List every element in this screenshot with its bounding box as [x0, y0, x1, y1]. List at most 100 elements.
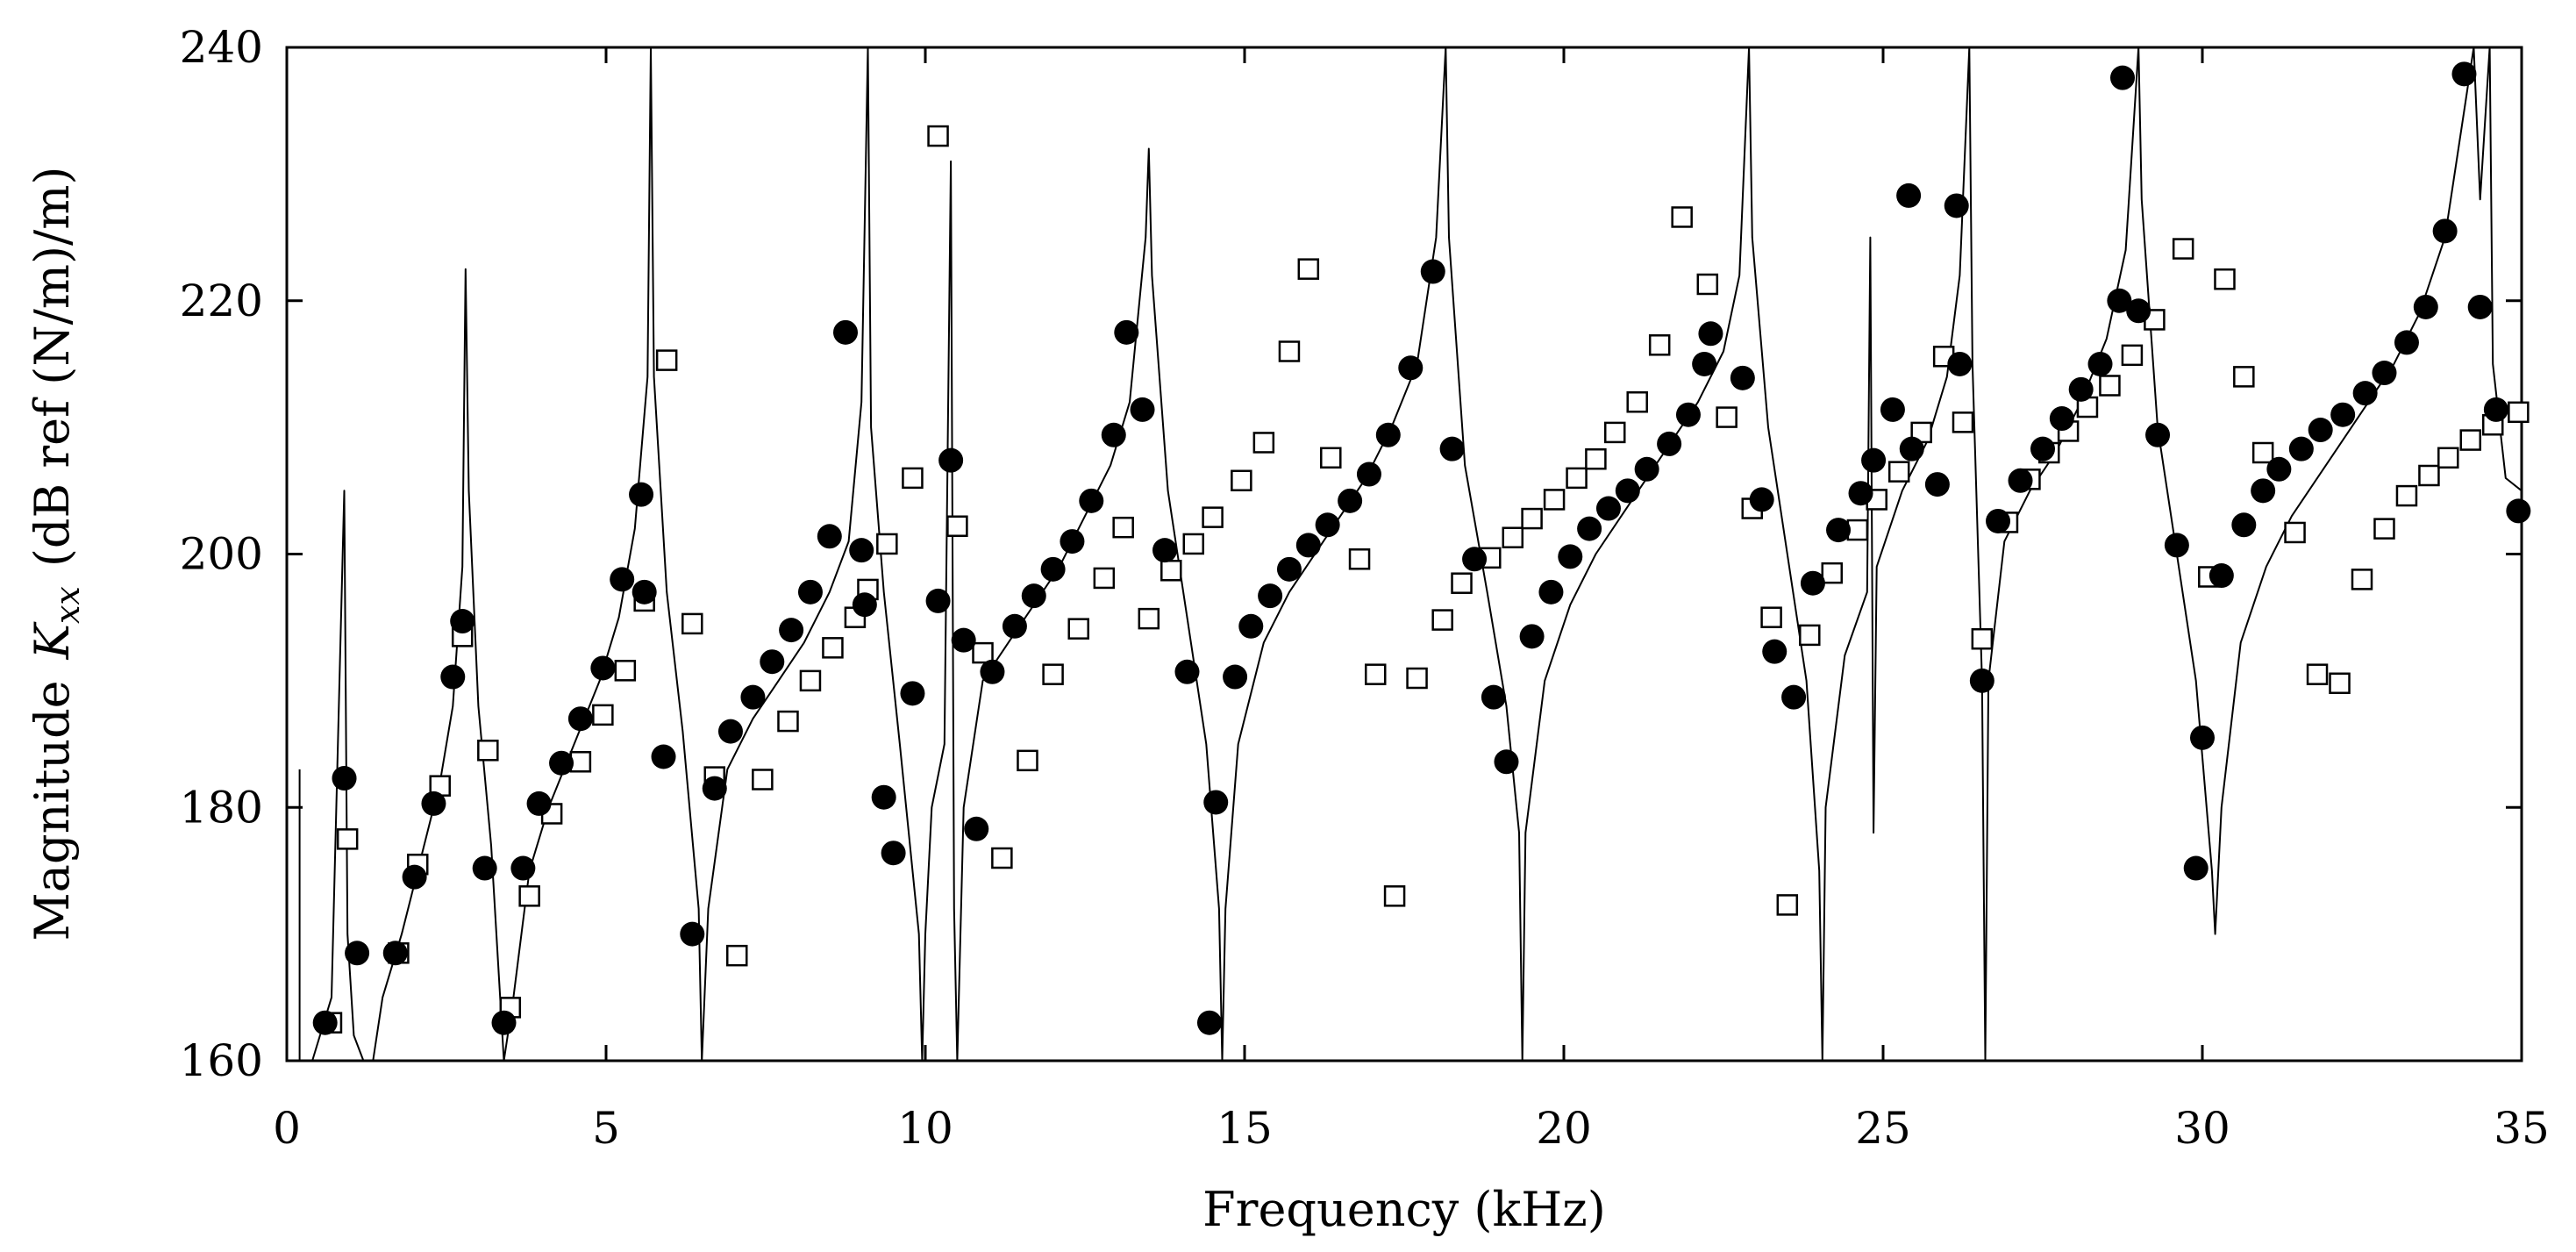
circle-point: [797, 579, 823, 605]
y-tick-label: 160: [180, 1035, 263, 1086]
y-tick-label: 220: [180, 275, 263, 326]
square-point: [2284, 521, 2306, 544]
square-point: [681, 612, 703, 635]
circle-point: [450, 609, 475, 634]
circle-point: [980, 659, 1005, 684]
circle-point: [2308, 418, 2333, 443]
circle-point: [1152, 538, 1177, 563]
y-axis-title-suffix: (dB ref (N/m)/m): [25, 167, 80, 568]
circle-point: [1924, 472, 1950, 497]
square-point: [1502, 526, 1524, 548]
square-point: [1202, 506, 1224, 528]
square-point: [2329, 672, 2351, 695]
square-point: [1252, 432, 1275, 454]
square-point: [991, 847, 1013, 869]
circle-point: [312, 1010, 338, 1035]
circle-point: [1558, 544, 1583, 569]
circle-point: [1538, 579, 1564, 605]
circle-point: [332, 766, 357, 791]
square-point: [1093, 567, 1116, 590]
circle-point: [1258, 583, 1283, 609]
circle-point: [964, 816, 989, 841]
square-point: [799, 669, 822, 692]
circle-point: [1800, 570, 1825, 596]
plot-area: [285, 46, 2531, 1062]
circle-point: [1462, 547, 1488, 572]
circle-point: [1130, 397, 1155, 422]
square-point: [927, 125, 949, 147]
circle-point: [1021, 583, 1046, 609]
circle-point: [2087, 351, 2113, 376]
circle-point: [2190, 725, 2215, 750]
circle-point: [1295, 533, 1321, 558]
circle-point: [1196, 1010, 1222, 1035]
circle-point: [1481, 684, 1506, 710]
square-point: [2351, 569, 2373, 590]
circle-point: [1223, 664, 1248, 690]
square-point: [2251, 441, 2274, 464]
y-axis-title: Magnitude Kxx (dB ref (N/m)/m): [25, 167, 87, 941]
circle-point: [2145, 422, 2171, 447]
circle-point: [2107, 288, 2132, 313]
circle-point: [1762, 639, 1788, 664]
square-point: [1112, 516, 1134, 539]
circle-point: [1826, 518, 1852, 543]
circle-point: [590, 655, 616, 681]
circle-point: [680, 921, 705, 947]
square-point: [1160, 560, 1182, 582]
square-point: [1716, 406, 1738, 428]
x-tick-label: 15: [1217, 1103, 1273, 1154]
x-tick-label: 35: [2494, 1103, 2550, 1154]
square-point: [1406, 667, 1428, 690]
square-point: [946, 515, 968, 537]
y-axis-title-prefix: Magnitude: [25, 680, 80, 941]
circle-point: [1114, 319, 1139, 345]
x-tick-label: 30: [2174, 1103, 2230, 1154]
square-point: [655, 349, 678, 371]
circle-point: [1079, 488, 1104, 513]
square-point: [2214, 268, 2236, 290]
circle-point: [702, 776, 727, 801]
circle-point: [1986, 508, 2011, 533]
square-point: [1431, 609, 1453, 631]
circle-point: [2231, 512, 2257, 538]
circle-point: [881, 841, 906, 866]
circle-series: [312, 61, 2531, 1035]
square-point: [1182, 533, 1205, 555]
square-point: [777, 710, 799, 733]
circle-point: [1861, 447, 1887, 473]
square-point: [1626, 391, 1648, 413]
circle-point: [382, 941, 408, 966]
y-tick-label: 180: [180, 782, 263, 833]
circle-point: [1692, 351, 1717, 376]
square-point: [1278, 340, 1301, 362]
circle-point: [817, 524, 842, 549]
square-point: [2437, 447, 2459, 469]
square-point: [1017, 749, 1038, 772]
square-point: [2172, 238, 2194, 260]
square-point: [1320, 447, 1342, 469]
square-point: [2121, 344, 2144, 367]
circle-point: [1969, 668, 1994, 693]
model-curve-line: [298, 47, 2522, 1062]
circle-point: [345, 941, 370, 966]
square-point: [725, 944, 748, 967]
circle-point: [2110, 65, 2135, 90]
square-point: [1297, 258, 1320, 280]
circle-point: [651, 744, 676, 769]
square-point: [1543, 489, 1566, 511]
square-point: [2395, 484, 2418, 507]
circle-point: [1577, 516, 1602, 541]
square-point: [1648, 334, 1671, 356]
circle-point: [852, 592, 877, 618]
square-point: [2459, 429, 2482, 451]
circle-point: [1634, 456, 1659, 482]
circle-point: [871, 784, 896, 810]
circle-point: [1040, 556, 1066, 582]
circle-point: [1174, 659, 1200, 684]
circle-point: [849, 538, 874, 563]
y-tick-label: 200: [180, 529, 263, 580]
circle-point: [472, 855, 497, 881]
square-point: [1821, 562, 1844, 584]
